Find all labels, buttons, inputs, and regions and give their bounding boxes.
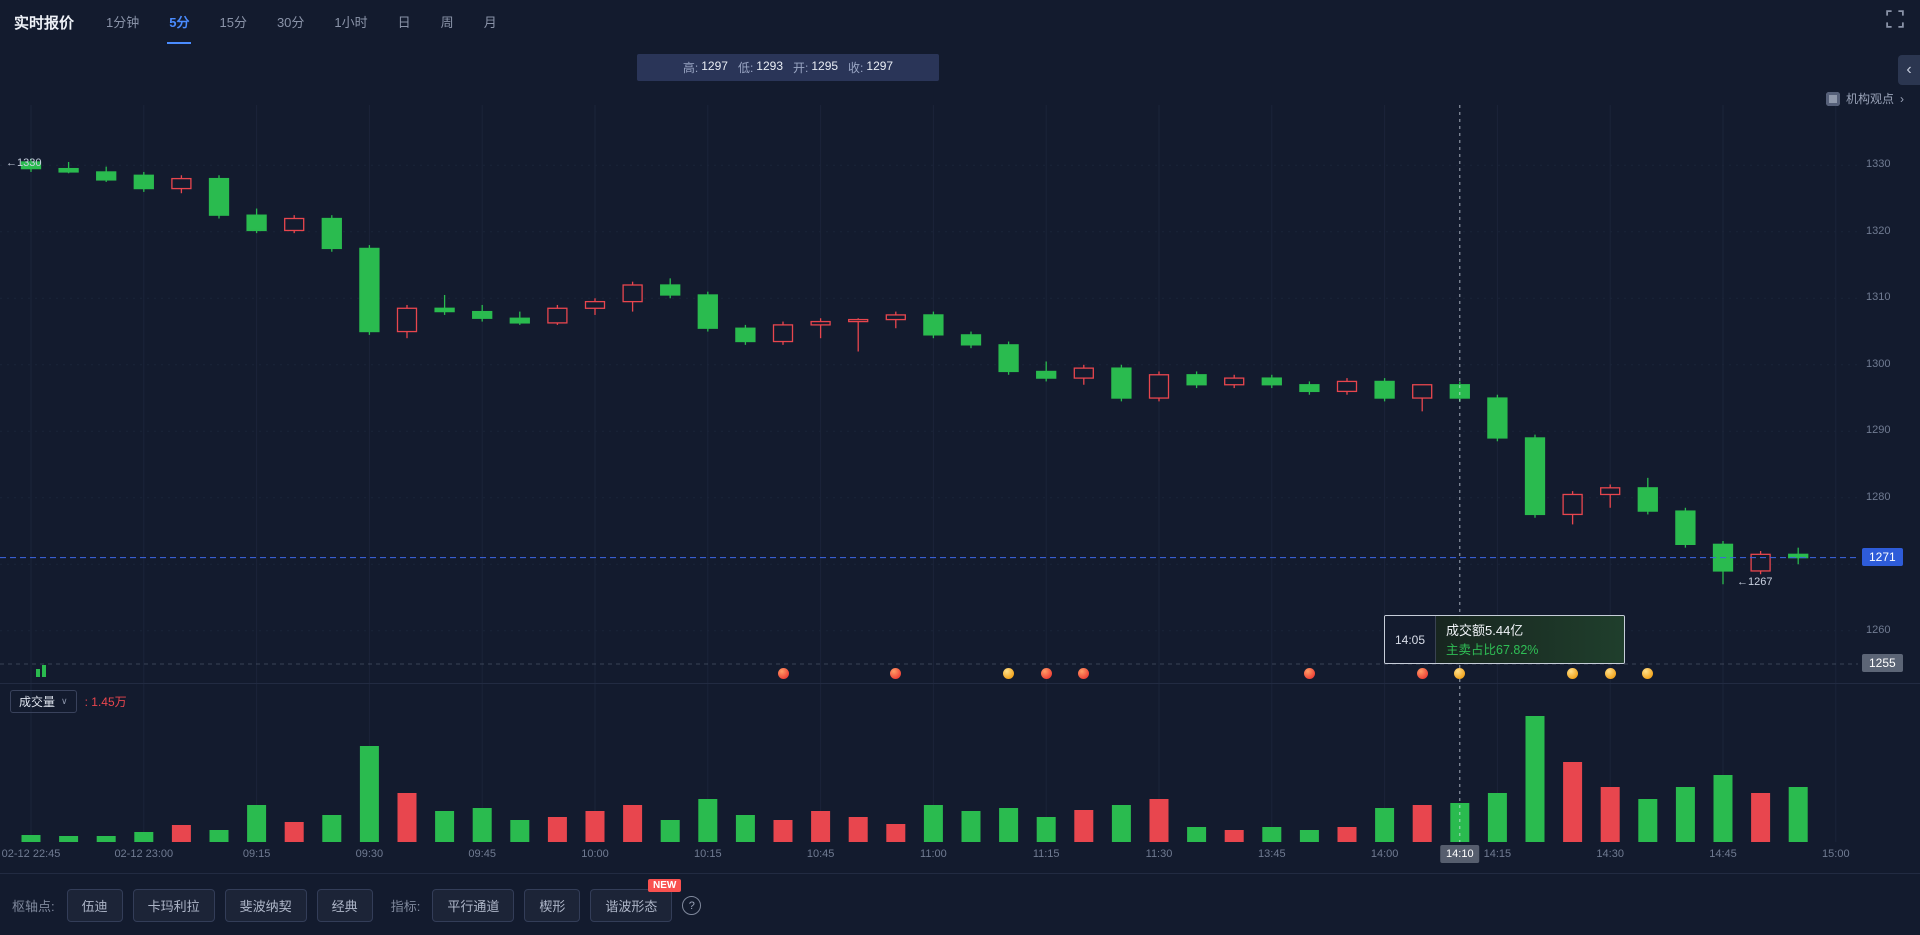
fire-icon [1416,668,1428,679]
session-high-label: ←1330 [6,157,42,170]
ohlc-item: 收: 1297 [848,59,894,75]
volume-header: 成交量 ∨ : 1.45万 [10,690,127,713]
tab-5分[interactable]: 5分 [167,0,192,44]
session-low-label: ←1267 [1737,576,1773,589]
ohlc-item: 高: 1297 [682,59,728,75]
help-icon[interactable]: ? [682,896,702,915]
pivot-buttons: 伍迪 卡玛利拉 斐波纳契 经典 [66,889,373,922]
institution-view-link[interactable]: 机构观点 › [1825,90,1904,107]
chevron-down-icon: ∨ [61,696,68,706]
crosshair-time-badge: 14:10 [1440,845,1480,863]
y-axis-label: 1280 [1866,490,1891,503]
x-axis-label: 09:45 [468,848,496,860]
tab-15分[interactable]: 15分 [219,14,247,30]
chevron-left-icon: ‹ [1906,61,1912,78]
tooltip-sell-ratio: 主卖占比67.82% [1446,642,1539,657]
coin-icon [1454,668,1466,679]
volume-label: 成交量 [19,695,56,709]
x-axis-label: 11:15 [1032,848,1060,860]
coin-icon [1003,668,1015,679]
x-axis-label: 11:30 [1145,848,1173,860]
tab-1小时[interactable]: 1小时 [334,14,368,30]
timeframe-tabs: 1分钟 5分 15分 30分 1小时 日 周 月 [104,0,525,44]
pivot-button-斐波纳契[interactable]: 斐波纳契 [224,889,307,922]
volume-value: : 1.45万 [84,695,127,709]
x-axis-label: 11:00 [920,848,947,860]
tab-1分钟[interactable]: 1分钟 [106,14,140,30]
collapse-panel-button[interactable]: ‹ [1898,55,1920,85]
y-axis-label: 1330 [1866,158,1891,171]
indicator-button-平行通道[interactable]: 平行通道 [432,889,515,922]
fullscreen-icon[interactable] [1886,10,1904,28]
indicator-buttons: 平行通道 楔形 谐波形态 NEW [432,879,682,922]
tooltip-time: 14:05 [1385,616,1436,663]
header-bar: 实时报价 1分钟 5分 15分 30分 1小时 日 周 月 [0,0,1920,44]
mini-volume-icon [36,665,46,677]
x-axis-label: 14:45 [1709,848,1737,860]
tab-周[interactable]: 周 [440,14,454,30]
crosshair-tooltip: 14:05 成交额5.44亿 主卖占比67.82% [1384,615,1625,664]
x-axis-label: 10:00 [581,848,609,860]
indicator-button-楔形[interactable]: 楔形 [524,889,581,922]
chevron-right-icon: › [1900,91,1904,106]
toolbar-divider [0,873,1920,874]
institution-icon [1825,91,1840,106]
pivot-button-伍迪[interactable]: 伍迪 [66,889,123,922]
x-axis-label: 14:30 [1596,848,1624,860]
candles [20,158,1809,585]
tab-30分[interactable]: 30分 [276,14,305,30]
ohlc-item: 开: 1295 [793,59,839,75]
tab-月[interactable]: 月 [483,14,497,30]
x-axis-label: 10:45 [806,848,835,860]
pivot-button-卡玛利拉[interactable]: 卡玛利拉 [132,889,215,922]
ohlc-items: 高: 1297 低: 1293 开: 1295 收: 1297 [678,59,898,76]
volume-bars [21,716,1808,842]
ohlc-item: 低: 1293 [737,59,783,75]
bottom-toolbar: 枢轴点: 伍迪 卡玛利拉 斐波纳契 经典 指标: 平行通道 楔形 谐波形态 NEW ? [12,879,702,922]
volume-indicator-dropdown[interactable]: 成交量 ∨ [10,690,77,713]
x-axis-label: 02-12 23:00 [114,848,174,860]
y-axis-label: 1300 [1866,357,1891,370]
bottom-price-badge: 1255 [1862,654,1903,673]
coin-icon [1604,668,1616,679]
y-axis-label: 1290 [1866,424,1891,437]
x-axis-label: 14:00 [1370,848,1399,860]
pivot-button-经典[interactable]: 经典 [316,889,373,922]
page-title: 实时报价 [14,14,75,32]
fire-icon [890,668,902,679]
x-axis-label: 13:45 [1258,848,1286,860]
indicator-label: 指标: [390,899,421,914]
fire-icon [1040,668,1052,679]
x-axis-label: 14:15 [1483,848,1512,860]
tab-日[interactable]: 日 [397,14,411,30]
y-axis-label: 1260 [1866,623,1891,636]
institution-label: 机构观点 [1845,92,1894,106]
tooltip-turnover: 成交额5.44亿 [1446,623,1524,638]
tooltip-body: 成交额5.44亿 主卖占比67.82% [1436,616,1624,663]
pane-divider [0,683,1920,684]
current-price-badge: 1271 [1862,547,1903,566]
fire-icon [1078,668,1090,679]
x-axis-label: 09:15 [242,848,271,860]
coin-icon [1642,668,1654,679]
y-axis-label: 1320 [1866,224,1891,237]
x-axis-label: 09:30 [355,848,384,860]
x-axis-label: 02-12 22:45 [1,848,61,860]
x-axis-label: 15:00 [1822,848,1850,860]
indicator-button-谐波形态[interactable]: 谐波形态 NEW [590,879,682,922]
fire-icon [777,668,789,679]
fire-icon [1303,668,1315,679]
pivot-label: 枢轴点: [12,899,55,914]
x-axis-label: 10:15 [694,848,722,860]
y-axis-label: 1310 [1866,291,1891,304]
ohlc-info-bar: 高: 1297 低: 1293 开: 1295 收: 1297 [637,54,939,81]
time-axis[interactable]: 02-12 22:45 02-12 23:00 09:15 09:30 09:45 10:… [0,848,1860,866]
coin-icon [1567,668,1579,679]
new-badge: NEW [648,879,682,892]
grid-lines [0,105,1858,842]
